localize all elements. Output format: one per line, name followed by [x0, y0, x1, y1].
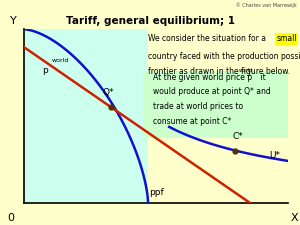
Text: Y: Y: [10, 16, 17, 26]
Text: 0: 0: [7, 213, 14, 223]
Text: world: world: [52, 58, 69, 63]
Text: U*: U*: [269, 151, 281, 160]
Text: C*: C*: [232, 132, 243, 141]
Text: consume at point C*: consume at point C*: [153, 117, 232, 126]
Text: X: X: [291, 213, 298, 223]
Text: p: p: [43, 66, 48, 75]
Text: it: it: [258, 72, 266, 82]
Text: would produce at point Q* and: would produce at point Q* and: [153, 87, 271, 96]
Text: ppf: ppf: [148, 188, 164, 197]
Text: Q*: Q*: [103, 88, 114, 97]
FancyBboxPatch shape: [143, 71, 291, 138]
Text: country faced with the production possibility: country faced with the production possib…: [148, 52, 300, 61]
Text: trade at world prices to: trade at world prices to: [153, 102, 244, 111]
Text: world: world: [239, 68, 254, 73]
Text: small: small: [276, 34, 297, 43]
Text: Tariff, general equilibrium; 1: Tariff, general equilibrium; 1: [65, 16, 235, 26]
Text: We consider the situation for a: We consider the situation for a: [148, 34, 271, 43]
Text: frontier as drawn in the figure below.: frontier as drawn in the figure below.: [148, 67, 290, 76]
Text: © Charles van Marrewijk: © Charles van Marrewijk: [236, 2, 297, 8]
Text: At the given world price p: At the given world price p: [153, 72, 253, 82]
Bar: [24, 29, 148, 202]
